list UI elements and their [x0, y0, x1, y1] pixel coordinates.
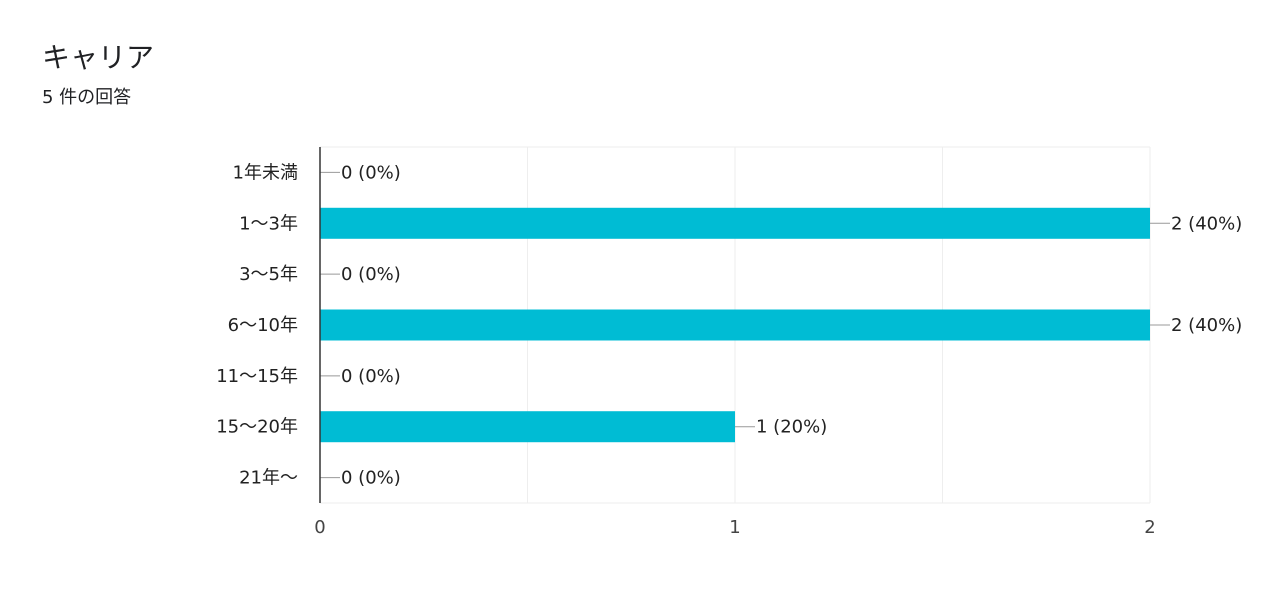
value-label: 0 (0%) — [341, 468, 401, 489]
value-label: 0 (0%) — [341, 264, 401, 285]
bar[interactable] — [320, 309, 1150, 341]
category-label: 3〜5年 — [239, 264, 298, 285]
category-label: 21年〜 — [239, 468, 298, 489]
category-label: 6〜10年 — [228, 315, 298, 336]
x-axis-ticks: 0 1 2 — [314, 517, 1155, 538]
value-label: 2 (40%) — [1171, 315, 1242, 336]
x-tick-label: 1 — [729, 517, 740, 538]
question-title: キャリア — [42, 41, 155, 74]
value-labels: 0 (0%) 2 (40%) 0 (0%) 2 (40%) 0 (0%) 1 (20%) 0… — [320, 162, 1242, 489]
category-label: 15〜20年 — [216, 417, 298, 438]
value-label: 0 (0%) — [341, 366, 401, 387]
value-label: 1 (20%) — [756, 417, 827, 438]
value-label: 2 (40%) — [1171, 213, 1242, 234]
category-label: 1年未満 — [233, 162, 298, 183]
bars — [320, 207, 1150, 443]
category-labels: 1年未満 1〜3年 3〜5年 6〜10年 11〜15年 15〜20年 21年〜 — [216, 162, 298, 488]
value-label: 0 (0%) — [341, 162, 401, 183]
bar[interactable] — [320, 207, 1150, 239]
bar[interactable] — [320, 411, 735, 443]
x-tick-label: 0 — [314, 517, 325, 538]
x-tick-label: 2 — [1144, 517, 1155, 538]
response-count: 5 件の回答 — [42, 87, 132, 108]
category-label: 11〜15年 — [216, 366, 298, 387]
category-label: 1〜3年 — [239, 213, 298, 234]
